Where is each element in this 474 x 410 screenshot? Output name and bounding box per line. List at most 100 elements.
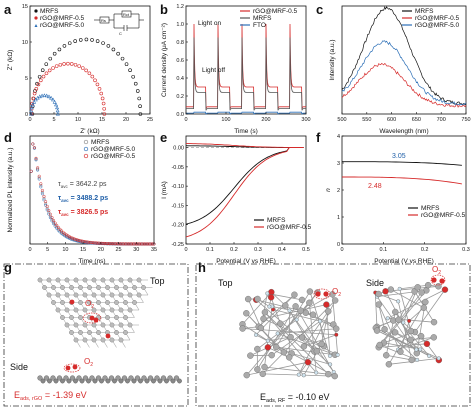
- carbon-atom-side: [89, 375, 95, 381]
- data-point-rgo05: [73, 62, 78, 67]
- panel-a-frame: [29, 5, 151, 115]
- bond: [267, 346, 290, 358]
- y-tick-label: 10: [22, 40, 28, 46]
- bond: [378, 304, 385, 330]
- panel-e-marks: [185, 143, 306, 238]
- y-tick-label: 0.0: [176, 112, 184, 118]
- data-point-mrfs: [124, 62, 129, 66]
- y-tick-label: 1.0: [176, 22, 184, 28]
- decay-point-1: [55, 226, 59, 230]
- data-point-rgo50: [55, 108, 60, 113]
- carbon-atom: [118, 307, 124, 313]
- atom: [375, 290, 382, 298]
- carbon-atom: [91, 322, 97, 328]
- y-tick-label: 0.8: [176, 40, 184, 46]
- carbon-atom-side: [173, 375, 180, 381]
- decay-point-2: [47, 208, 51, 213]
- panel-b-ylabel: Current density (μA cm⁻²): [161, 23, 168, 97]
- data-point-rgo05: [44, 71, 49, 76]
- panel-g-o2-side: O2: [84, 357, 93, 368]
- n-line-1: [342, 176, 462, 185]
- data-point-rgo05: [93, 78, 97, 83]
- decay-point-0: [44, 202, 48, 206]
- data-point-rgo05: [66, 61, 70, 66]
- data-point-mrfs: [120, 56, 125, 61]
- carbon-atom-side: [160, 375, 167, 381]
- atom: [291, 291, 298, 298]
- bond: [378, 304, 401, 352]
- atom: [257, 324, 265, 332]
- y-tick-label: 4: [337, 134, 340, 140]
- decay-point-0: [39, 183, 43, 187]
- data-point-mrfs: [62, 44, 67, 48]
- carbon-atom: [109, 292, 115, 298]
- carbon-atom: [69, 285, 74, 290]
- o2-atom: [431, 277, 437, 283]
- carbon-atom: [123, 285, 128, 290]
- decay-point-2: [117, 242, 121, 246]
- carbon-atom: [109, 322, 115, 328]
- panel-f-xlabel: Potential (V vs RHE): [374, 258, 434, 265]
- bond: [378, 343, 427, 348]
- data-point-rgo50: [51, 97, 56, 102]
- atom: [296, 372, 301, 377]
- panel-b: 0 100 200 300 0.0 0.2 0.4 0.6 0.8 1.0 1.2 rGO@MRF-…: [161, 4, 311, 135]
- bond: [276, 346, 336, 356]
- carbon-atom-side: [121, 375, 128, 381]
- atom: [422, 298, 429, 306]
- data-point-rgo50: [29, 108, 34, 113]
- decay-point-2: [58, 227, 62, 231]
- value-label-red: 2.48: [368, 183, 382, 190]
- atom: [427, 353, 432, 358]
- data-point-rgo05: [95, 82, 100, 87]
- atom: [335, 352, 340, 357]
- decay-point-2: [144, 242, 148, 246]
- decay-point-0: [36, 167, 40, 171]
- carbon-atom: [64, 292, 70, 298]
- panel-b-letter: b: [160, 2, 168, 17]
- carbon-atom: [132, 300, 137, 305]
- carbon-atom-side: [141, 375, 147, 381]
- x-tick-label: 0: [28, 117, 31, 123]
- decay-point-2: [83, 240, 87, 244]
- rgo-lattice: [37, 277, 182, 384]
- decay-point-2: [37, 174, 41, 178]
- x-tick-label: 300: [301, 117, 310, 123]
- decay-point-1: [52, 222, 56, 226]
- y-tick-label: 1.2: [176, 4, 184, 10]
- decay-point-2: [149, 242, 153, 246]
- carbon-atom: [127, 307, 133, 313]
- carbon-atom: [60, 315, 65, 320]
- x-tick-label: 10: [62, 247, 68, 253]
- atom: [287, 333, 294, 341]
- carbon-atom-side: [69, 375, 76, 381]
- carbon-atom: [91, 292, 97, 298]
- x-tick-label: 500: [337, 117, 346, 123]
- decay-point-1: [50, 219, 54, 223]
- decay-point-0: [40, 190, 44, 194]
- atom: [298, 334, 306, 341]
- y-tick-label: -0.25: [171, 242, 184, 248]
- decay-point-0: [58, 229, 62, 233]
- carbon-atom-side: [177, 378, 182, 384]
- bond: [399, 288, 412, 332]
- decay-point-2: [80, 239, 84, 243]
- x-tick-label: 0: [184, 247, 187, 253]
- atom: [314, 370, 319, 375]
- panel-g-side-label: Side: [10, 362, 28, 372]
- y-tick-label: 0: [337, 242, 340, 248]
- atom: [430, 318, 438, 326]
- legend-a-1: rGO@MRF-0.5: [40, 15, 85, 22]
- panel-d-legend: MRFS rGO@MRF-5.0 rGO@MRF-0.5: [83, 139, 136, 160]
- oxygen-atom: [267, 294, 275, 301]
- carbon-atom: [64, 307, 70, 313]
- atom: [300, 343, 308, 350]
- decay-point-2: [91, 241, 95, 245]
- data-point-rgo50: [30, 102, 35, 107]
- data-point-mrfs: [138, 112, 143, 116]
- decay-point-1: [72, 238, 76, 242]
- tau-mrfs: τavc = 3642.2 ps: [58, 181, 107, 189]
- panel-c-xlabel: Wavelength (nm): [379, 128, 428, 135]
- atom: [436, 356, 441, 361]
- decay-point-1: [69, 237, 73, 241]
